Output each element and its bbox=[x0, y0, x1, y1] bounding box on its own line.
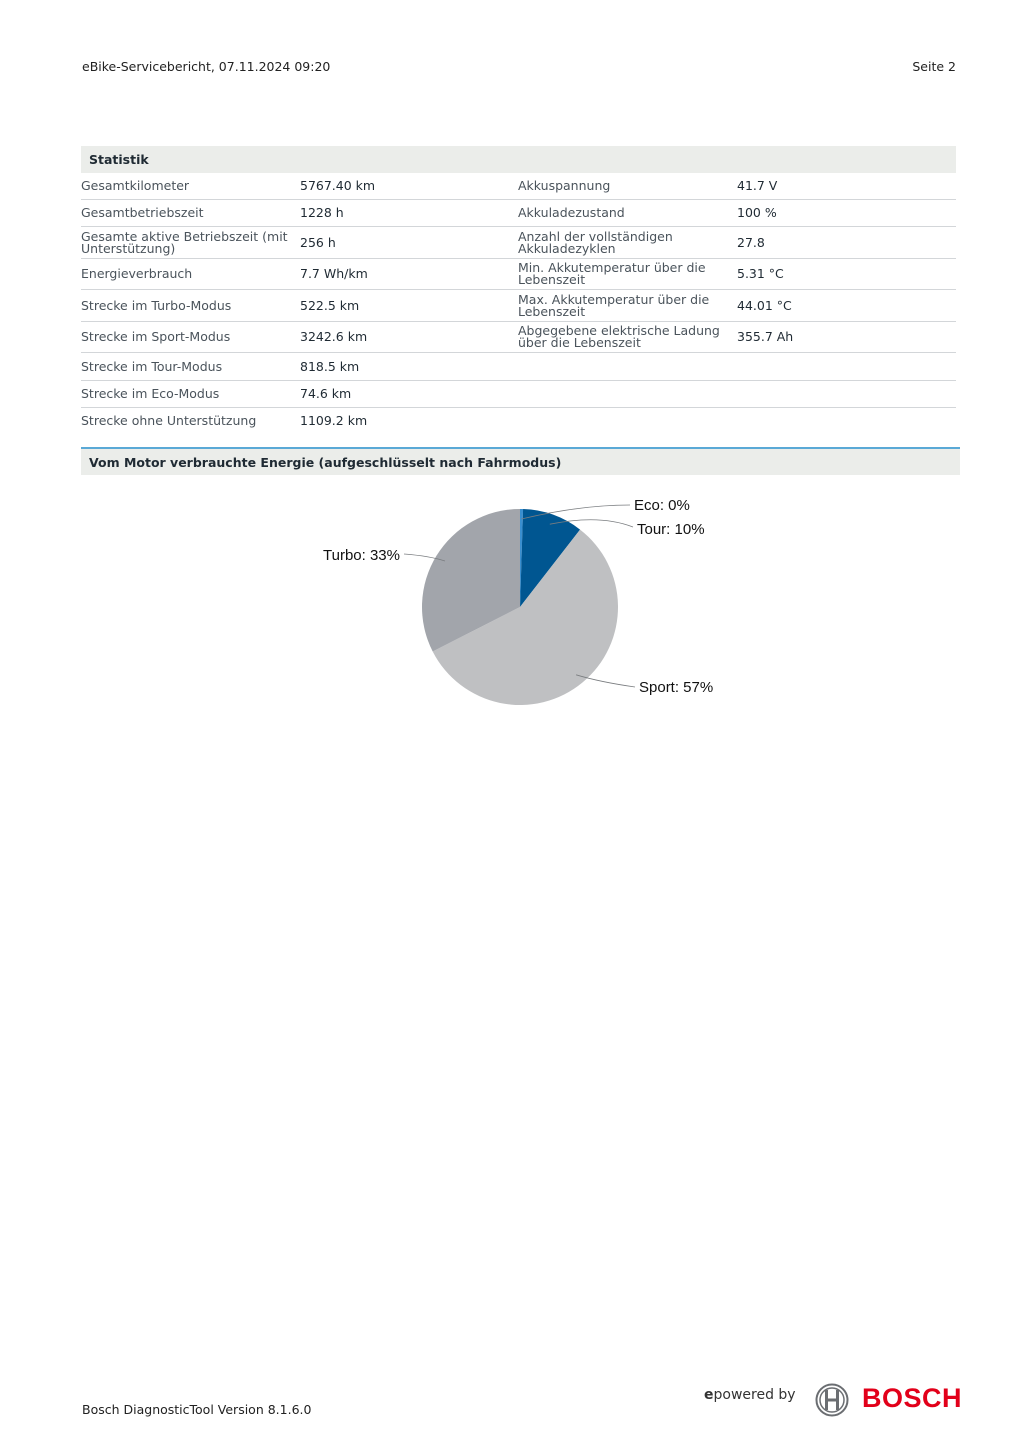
stat-row: Gesamtbetriebszeit 1228 h Akkuladezustand 1… bbox=[81, 200, 956, 227]
stat-value: 5767.40 km bbox=[300, 178, 376, 193]
pie-leader-line bbox=[575, 674, 636, 688]
bosch-brand: BOSCH bbox=[862, 1383, 963, 1413]
page-number: Seite 2 bbox=[912, 59, 956, 74]
pie-leader-line bbox=[403, 553, 446, 562]
stat-label: Anzahl der vollständigen Akkuladezyklen bbox=[518, 228, 673, 256]
pie-slice-tour bbox=[520, 509, 581, 607]
stat-value: 522.5 km bbox=[300, 297, 360, 313]
version-text: Bosch DiagnosticTool Version 8.1.6.0 bbox=[82, 1402, 312, 1417]
statistik-table: Gesamtkilometer 5767.40 km Akkuspannung 41.… bbox=[81, 173, 956, 434]
report-title: eBike-Servicebericht, 07.11.2024 09:20 bbox=[82, 59, 331, 74]
pie-label-tour: Tour: 10% bbox=[637, 521, 705, 538]
stat-value: 1228 h bbox=[300, 205, 344, 220]
stat-label: Strecke ohne Unterstützung bbox=[81, 413, 257, 428]
stat-value: 3242.6 km bbox=[300, 329, 368, 344]
stat-label: Strecke im Tour-Modus bbox=[81, 358, 223, 374]
stat-label: Energieverbrauch bbox=[81, 266, 193, 281]
pie-slice-turbo bbox=[421, 509, 520, 652]
stat-value: 44.01 °C bbox=[737, 297, 792, 313]
stat-label: Gesamtbetriebszeit bbox=[81, 205, 204, 220]
stat-value: 41.7 V bbox=[737, 178, 778, 193]
stat-value: 74.6 km bbox=[300, 386, 352, 401]
stat-row: Strecke im Eco-Modus 74.6 km bbox=[81, 381, 956, 408]
pie-label-sport: Sport: 57% bbox=[639, 679, 713, 696]
stat-label: Strecke im Sport-Modus bbox=[81, 329, 231, 344]
stat-label: Max. Akkutemperatur über die Lebenszeit bbox=[518, 291, 710, 319]
powered-by-text: epowered by bbox=[704, 1387, 796, 1403]
bosch-armature-icon bbox=[815, 1383, 849, 1417]
stat-label: Akkuspannung bbox=[518, 178, 611, 193]
stat-value: 100 % bbox=[737, 205, 777, 220]
stat-value: 256 h bbox=[300, 234, 336, 250]
stat-label: Gesamtkilometer bbox=[81, 178, 190, 193]
pie-slice-eco bbox=[520, 509, 524, 607]
stat-row: Strecke ohne Unterstützung 1109.2 km bbox=[81, 408, 956, 434]
pie-leader-line bbox=[521, 504, 631, 520]
stat-label: Gesamte aktive Betriebszeit (mit Unterst… bbox=[81, 228, 288, 256]
stat-value: 27.8 bbox=[737, 234, 765, 250]
stat-value: 5.31 °C bbox=[737, 266, 784, 281]
stat-row: Strecke im Tour-Modus 818.5 km bbox=[81, 353, 956, 381]
pie-slice-sport bbox=[432, 529, 618, 706]
pie-leader-line bbox=[549, 519, 634, 528]
pie-label-turbo: Turbo: 33% bbox=[323, 547, 400, 564]
energy-heading: Vom Motor verbrauchte Energie (aufgeschl… bbox=[81, 447, 960, 475]
statistik-heading: Statistik bbox=[81, 146, 956, 173]
stat-value: 1109.2 km bbox=[300, 413, 368, 428]
stat-row: Gesamtkilometer 5767.40 km Akkuspannung 41.… bbox=[81, 173, 956, 200]
stat-value: 7.7 Wh/km bbox=[300, 266, 368, 281]
stat-label: Strecke im Eco-Modus bbox=[81, 386, 220, 401]
stat-value: 818.5 km bbox=[300, 358, 360, 374]
stat-row: Strecke im Turbo-Modus 522.5 km Max. Akkut… bbox=[81, 290, 956, 322]
stat-label: Strecke im Turbo-Modus bbox=[81, 297, 232, 313]
stat-row: Gesamte aktive Betriebszeit (mit Unterst… bbox=[81, 227, 956, 259]
stat-value: 355.7 Ah bbox=[737, 329, 794, 344]
stat-label: Akkuladezustand bbox=[518, 205, 625, 220]
stat-row: Energieverbrauch 7.7 Wh/km Min. Akkutemper… bbox=[81, 259, 956, 290]
stat-label: Abgegebene elektrische Ladung über die L… bbox=[518, 323, 720, 350]
stat-label: Min. Akkutemperatur über die Lebenszeit bbox=[518, 260, 706, 287]
pie-label-eco: Eco: 0% bbox=[634, 497, 690, 514]
stat-row: Strecke im Sport-Modus 3242.6 km Abgegeben… bbox=[81, 322, 956, 353]
